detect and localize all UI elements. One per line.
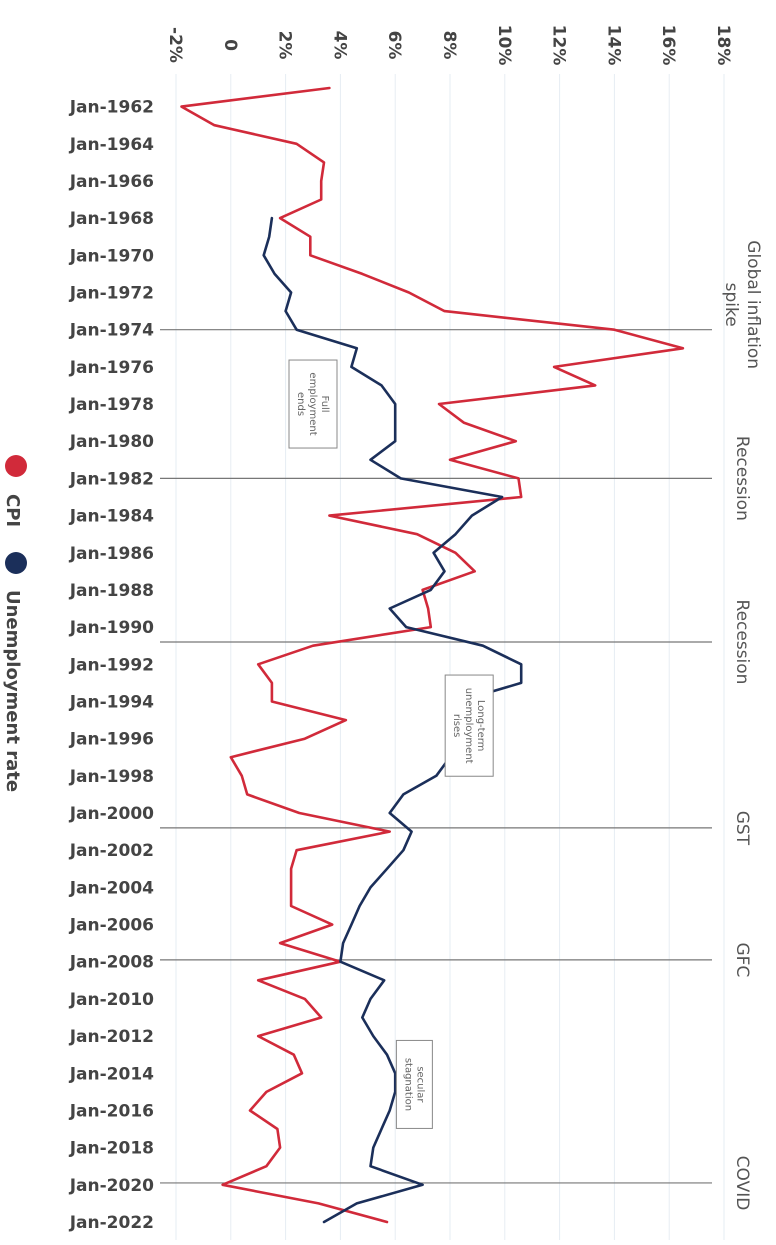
event-label: GFC: [732, 942, 752, 977]
legend: CPI Unemployment rate: [2, 455, 27, 792]
date-tick-label: Jan-1990: [69, 618, 154, 638]
event-label: Recession: [732, 436, 752, 521]
value-tick-label: 12%: [549, 25, 569, 66]
date-tick-label: Jan-1984: [69, 507, 154, 527]
date-tick-label: Jan-2018: [69, 1139, 154, 1159]
date-tick-label: Jan-1976: [69, 358, 154, 378]
annotation-box: [395, 1039, 433, 1129]
annotation-text: secularstagnation: [402, 1058, 425, 1111]
date-tick-label: Jan-2004: [69, 878, 154, 898]
event-label: COVID: [732, 1156, 752, 1211]
legend-label-unemployment: Unemployment rate: [2, 590, 23, 792]
date-tick-labels: Jan-1962 Jan-1964 Jan-1966 Jan-1968 Jan-1970…: [69, 98, 154, 1233]
date-tick-label: Jan-1992: [69, 655, 154, 675]
date-tick-label: Jan-2006: [69, 916, 154, 936]
value-tick-label: 16%: [658, 25, 678, 66]
annotations: Fullemploymentends Long-termunemploymentr…: [288, 359, 494, 1129]
event-labels: Global inflationspike Recession Recession G…: [721, 240, 763, 1210]
date-tick-label: Jan-1974: [69, 321, 154, 341]
value-tick-label: 8%: [439, 31, 459, 60]
annotation-text: Fullemploymentends: [295, 372, 330, 435]
value-tick-label: 14%: [603, 25, 623, 66]
value-tick-label: 4%: [329, 31, 349, 60]
event-lines: [160, 329, 712, 1184]
value-tick-label: 18%: [713, 25, 733, 66]
annotation-text: Long-termunemploymentrises: [451, 688, 486, 764]
annotation: Fullemploymentends: [288, 359, 338, 449]
annotation: secularstagnation: [395, 1039, 433, 1129]
annotation-box: [444, 674, 494, 777]
date-tick-label: Jan-2022: [69, 1213, 154, 1233]
date-tick-label: Jan-1994: [69, 692, 154, 712]
date-tick-label: Jan-1998: [69, 767, 154, 787]
date-tick-label: Jan-1962: [69, 98, 154, 118]
value-tick-label: 0: [220, 39, 240, 51]
date-tick-label: Jan-1966: [69, 172, 154, 192]
value-tick-label: -2%: [165, 27, 185, 63]
annotation-box: [288, 359, 338, 449]
date-tick-label: Jan-1978: [69, 395, 154, 415]
date-tick-label: Jan-2014: [69, 1064, 154, 1084]
date-tick-label: Jan-1968: [69, 209, 154, 229]
date-tick-label: Jan-2000: [69, 804, 154, 824]
date-tick-label: Jan-2010: [69, 990, 154, 1010]
value-tick-label: 10%: [494, 25, 514, 66]
date-tick-label: Jan-1972: [69, 283, 154, 303]
value-tick-label: 6%: [384, 31, 404, 60]
date-tick-label: Jan-1996: [69, 730, 154, 750]
date-tick-label: Jan-2016: [69, 1101, 154, 1121]
date-tick-label: Jan-1980: [69, 432, 154, 452]
date-tick-label: Jan-1982: [69, 469, 154, 489]
event-label: GST: [732, 811, 752, 846]
cpi-line: [180, 86, 685, 1224]
legend-marker-unemployment: [5, 552, 27, 574]
annotation: Long-termunemploymentrises: [444, 674, 494, 777]
date-tick-label: Jan-2012: [69, 1027, 154, 1047]
date-tick-label: Jan-2008: [69, 953, 154, 973]
date-tick-label: Jan-1970: [69, 246, 154, 266]
value-tick-labels: -2% 0 2% 4% 6% 8% 10% 12% 14% 16% 18%: [165, 25, 733, 66]
legend-marker-cpi: [5, 455, 27, 477]
date-tick-label: Jan-1964: [69, 135, 154, 155]
event-label: Recession: [732, 600, 752, 685]
date-tick-label: Jan-2020: [69, 1176, 154, 1196]
legend-label-cpi: CPI: [2, 494, 23, 527]
date-tick-label: Jan-1986: [69, 544, 154, 564]
event-label: Global inflationspike: [721, 240, 763, 369]
date-tick-label: Jan-2002: [69, 841, 154, 861]
date-tick-label: Jan-1988: [69, 581, 154, 601]
value-tick-label: 2%: [275, 31, 295, 60]
gridlines: [175, 74, 725, 1240]
